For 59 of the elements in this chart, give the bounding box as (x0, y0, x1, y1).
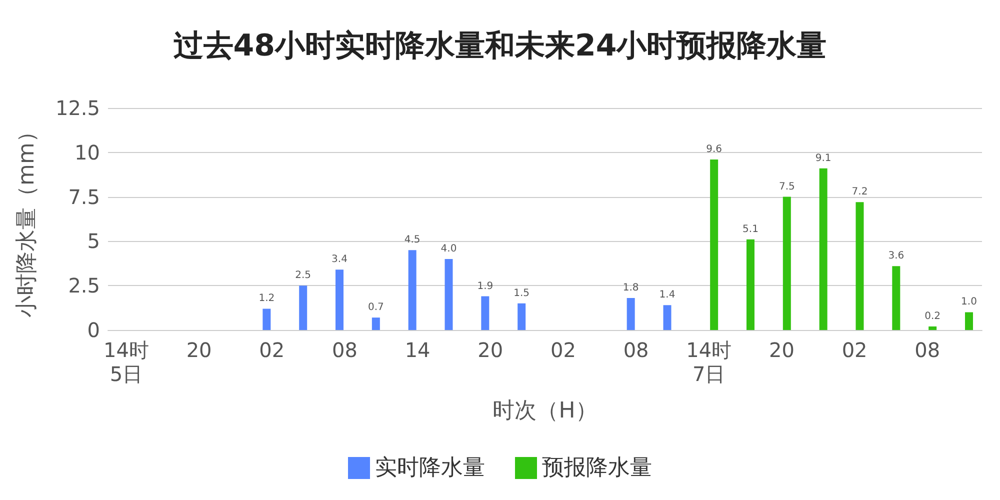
x-tick-label: 08 (623, 338, 649, 362)
x-tick-label: 14时 7日 (686, 338, 732, 386)
bar (928, 326, 937, 330)
legend-label: 预报降水量 (542, 456, 652, 480)
bar (626, 298, 635, 330)
x-tick-label: 20 (768, 338, 794, 362)
bar (444, 258, 453, 330)
bar (299, 286, 308, 330)
data-label: 5.1 (742, 224, 758, 235)
data-label: 0.2 (924, 310, 941, 322)
x-axis-title: 时次（H） (492, 398, 598, 424)
bar (964, 312, 973, 330)
data-label: 3.4 (332, 254, 348, 266)
x-tick-label: 20 (186, 338, 212, 362)
y-tick-label: 7.5 (68, 184, 100, 209)
y-tick-label: 2.5 (68, 274, 100, 298)
data-label: 4.0 (440, 243, 457, 254)
bar (819, 168, 828, 330)
bar (262, 308, 271, 330)
data-label: 7.2 (852, 186, 868, 198)
bar (710, 160, 718, 330)
x-tick-label: 14 (404, 338, 430, 362)
x-tick-label: 02 (550, 338, 576, 362)
y-tick-label: 5 (87, 229, 100, 254)
bar (518, 303, 526, 330)
x-tick-label: 02 (842, 338, 868, 362)
data-label: 1.2 (258, 293, 275, 304)
y-tick-label: 0 (87, 318, 100, 342)
data-label: 0.7 (368, 302, 384, 314)
data-label: 1.8 (622, 282, 639, 294)
bar (481, 296, 490, 330)
bar (372, 318, 380, 330)
x-tick-label: 14时 5日 (103, 338, 149, 386)
legend-label: 实时降水量 (375, 456, 485, 480)
bar (663, 305, 672, 330)
x-tick-label: 02 (259, 338, 285, 362)
bar (336, 270, 344, 330)
y-axis-title: 小时降水量（mm） (14, 120, 40, 318)
data-label: 1.4 (659, 290, 676, 301)
data-label: 4.5 (404, 234, 420, 246)
chart-title: 过去48小时实时降水量和未来24小时预报降水量 (173, 28, 827, 64)
x-tick-label: 08 (914, 338, 940, 362)
data-label: 1.0 (961, 296, 977, 308)
data-label: 1.9 (477, 280, 494, 292)
data-label: 7.5 (778, 181, 795, 192)
bar (746, 239, 754, 330)
y-tick-label: 10 (74, 140, 100, 164)
bar (782, 196, 791, 330)
bar (892, 266, 900, 330)
x-tick-label: 08 (332, 338, 358, 362)
bar (856, 202, 864, 330)
data-label: 3.6 (888, 250, 904, 262)
data-label: 9.1 (815, 152, 832, 164)
y-tick-label: 12.5 (55, 96, 100, 120)
x-tick-label: 20 (478, 338, 504, 362)
data-label: 1.5 (514, 288, 530, 299)
bar (408, 250, 416, 330)
data-label: 9.6 (706, 144, 722, 156)
data-label: 2.5 (295, 270, 312, 282)
